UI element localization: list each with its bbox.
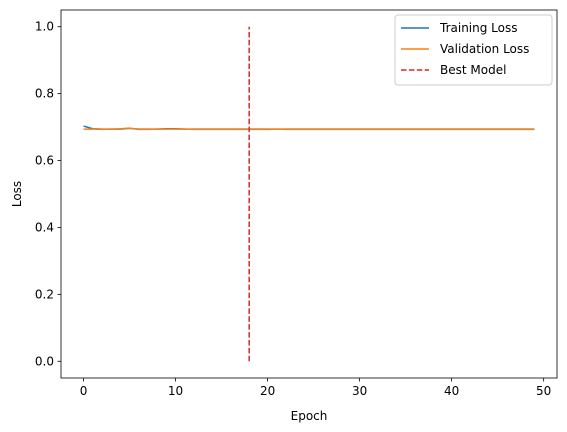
legend-label-best-model: Best Model: [440, 63, 506, 77]
plot-frame: [60, 9, 558, 379]
y-tick-label: 0.6: [35, 154, 54, 168]
tick-layer: 0 10 20 30 40 50 0.0 0.2 0.4 0.6 0.8 1.0: [35, 20, 551, 398]
x-tick-label: 20: [260, 384, 275, 398]
x-tick-label: 0: [80, 384, 88, 398]
y-tick-label: 0.0: [35, 354, 54, 368]
legend-label-training-loss: Training Loss: [439, 21, 517, 35]
x-tick-label: 10: [168, 384, 183, 398]
x-tick-label: 40: [444, 384, 459, 398]
y-tick-label: 1.0: [35, 20, 54, 34]
y-tick-label: 0.4: [35, 220, 54, 234]
series-validation-loss: [83, 127, 535, 131]
legend-label-validation-loss: Validation Loss: [440, 42, 529, 56]
y-axis-label: Loss: [10, 181, 24, 207]
y-tick-label: 0.2: [35, 287, 54, 301]
series-layer: [83, 26, 535, 362]
legend: Training Loss Validation Loss Best Model: [394, 14, 553, 86]
x-axis-label: Epoch: [291, 409, 328, 423]
legend-box: [394, 14, 553, 86]
x-tick-label: 30: [352, 384, 367, 398]
x-tick-label: 50: [536, 384, 551, 398]
y-tick-label: 0.8: [35, 87, 54, 101]
